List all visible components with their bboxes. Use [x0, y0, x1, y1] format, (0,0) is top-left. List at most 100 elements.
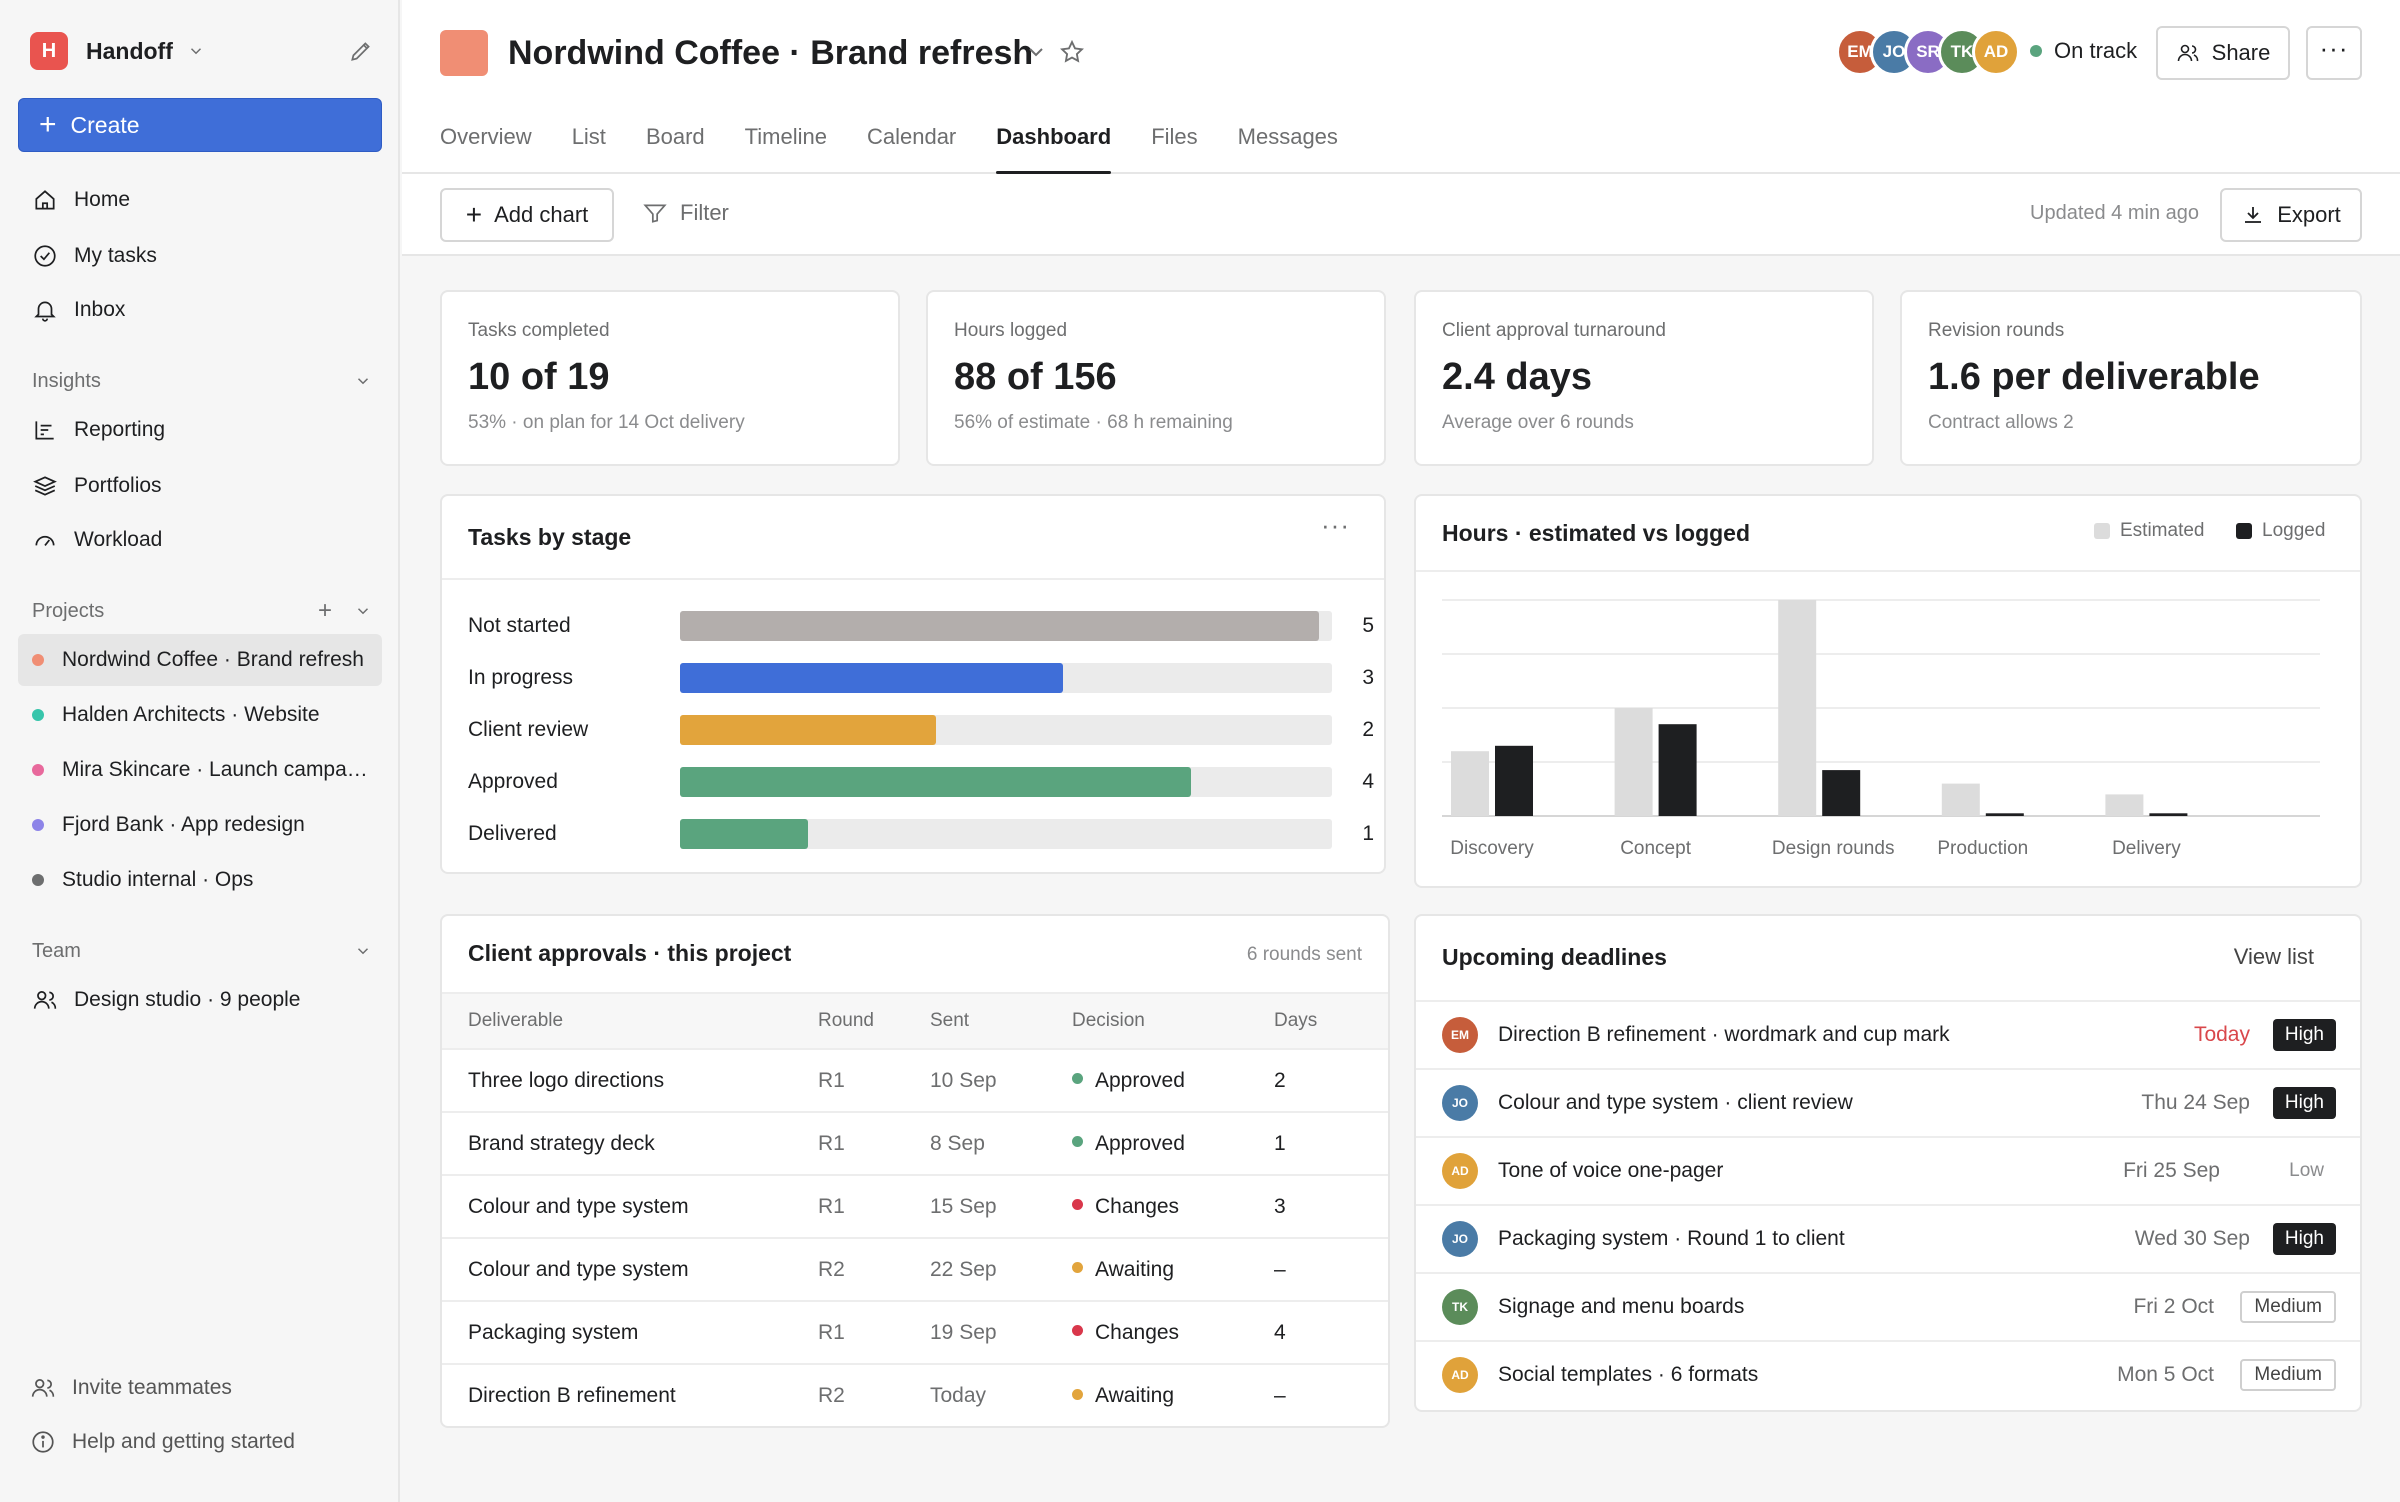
decision-cell: Awaiting	[1072, 1238, 1274, 1302]
nav-item-workload[interactable]: Workload	[18, 514, 382, 566]
workspace-switcher[interactable]: H Handoff	[30, 28, 374, 74]
decision-cell: Approved	[1072, 1112, 1274, 1176]
avatar: JO	[1442, 1085, 1478, 1121]
home-icon	[35, 190, 55, 210]
priority-badge: Medium	[2240, 1359, 2336, 1391]
table-row[interactable]: Direction B refinement R2 Today Awaiting –	[442, 1364, 1388, 1426]
project-color-dot	[32, 654, 44, 666]
table-row[interactable]: Packaging system R1 19 Sep Changes 4	[442, 1301, 1388, 1365]
deadline-row[interactable]: JO Colour and type system · client review…	[1416, 1068, 2360, 1136]
team-item[interactable]: Design studio · 9 people	[18, 974, 382, 1026]
decision-label: Changes	[1095, 1320, 1180, 1344]
nav-label: Inbox	[74, 298, 126, 321]
sidebar-project-item[interactable]: Studio internal · Ops	[18, 854, 382, 906]
deadline-task: Social templates · 6 formats	[1498, 1363, 1759, 1386]
stat-label: Client approval turnaround	[1442, 320, 1666, 341]
stage-bar-fill	[680, 715, 936, 745]
deadline-row[interactable]: AD Tone of voice one-pager Fri 25 Sep Low	[1416, 1136, 2360, 1204]
stat-value: 10 of 19	[468, 356, 610, 398]
stage-row: In progress 3	[468, 660, 1374, 696]
table-row[interactable]: Brand strategy deck R1 8 Sep Approved 1	[442, 1112, 1388, 1176]
chevron-down-icon	[190, 48, 201, 55]
tab-dashboard[interactable]: Dashboard	[996, 120, 1111, 174]
tab-overview[interactable]: Overview	[440, 124, 532, 149]
table-row[interactable]: Colour and type system R1 15 Sep Changes 3	[442, 1175, 1388, 1239]
nav-item-home[interactable]: Home	[18, 174, 382, 226]
sidebar-project-item[interactable]: Fjord Bank · App redesign	[18, 799, 382, 851]
stat-label: Revision rounds	[1928, 320, 2065, 341]
table-row[interactable]: Colour and type system R2 22 Sep Awaiting –	[442, 1238, 1388, 1302]
avatar: AD	[1972, 28, 2020, 76]
deadline-row[interactable]: TK Signage and menu boards Fri 2 Oct Medium	[1416, 1272, 2360, 1340]
nav-item-portfolios[interactable]: Portfolios	[18, 460, 382, 512]
tab-list[interactable]: List	[571, 124, 606, 149]
projects-header[interactable]: Projects +	[32, 596, 372, 626]
deadline-task: Packaging system · Round 1 to client	[1498, 1227, 1845, 1250]
insights-header[interactable]: Insights	[32, 366, 372, 396]
stat-value: 2.4 days	[1442, 356, 1592, 398]
nav-item-reporting[interactable]: Reporting	[18, 404, 382, 456]
nav-item-inbox[interactable]: Inbox	[18, 284, 382, 336]
legend-label: Logged	[2262, 520, 2326, 541]
tab-calendar[interactable]: Calendar	[866, 124, 957, 149]
days-cell: –	[1274, 1384, 1286, 1407]
sidebar-project-item[interactable]: Halden Architects · Website	[18, 689, 382, 741]
deliverable-cell: Brand strategy deck	[442, 1112, 818, 1176]
star-icon[interactable]	[1058, 38, 1086, 66]
member-avatars[interactable]: EM JO SR TK AD	[1836, 28, 2020, 76]
stage-label: In progress	[468, 666, 574, 689]
tab-messages[interactable]: Messages	[1237, 124, 1338, 149]
deadline-row[interactable]: JO Packaging system · Round 1 to client We…	[1416, 1204, 2360, 1272]
legend-swatch	[2236, 523, 2252, 539]
tab-timeline[interactable]: Timeline	[744, 124, 827, 149]
sent-cell: Today	[930, 1384, 987, 1407]
invite-teammates[interactable]: Invite teammates	[30, 1368, 232, 1408]
status-label: On track	[2054, 38, 2138, 63]
share-button[interactable]: Share	[2156, 26, 2290, 80]
add-chart-button[interactable]: + Add chart	[440, 188, 614, 242]
deadline-date: Mon 5 Oct	[2117, 1363, 2214, 1386]
stage-bar-fill	[680, 819, 808, 849]
updated-timestamp: Updated 4 min ago	[2030, 202, 2200, 224]
more-options-button[interactable]: ···	[2306, 26, 2362, 80]
nav-label: Home	[74, 188, 131, 211]
sidebar: H Handoff + Create Home My tasks Inbox I…	[0, 0, 400, 1502]
filter-icon	[643, 204, 667, 223]
stat-subtext: 53% · on plan for 14 Oct delivery	[468, 412, 745, 433]
team-header[interactable]: Team	[32, 936, 372, 966]
stat-card-tasks-completed: Tasks completed 10 of 19 53% · on plan f…	[440, 290, 900, 466]
help-link[interactable]: Help and getting started	[30, 1422, 295, 1462]
days-cell: 3	[1274, 1175, 1388, 1239]
round-cell: R1	[818, 1301, 930, 1365]
create-button[interactable]: + Create	[18, 98, 382, 152]
bar-logged-concept	[1658, 724, 1697, 816]
deadline-task: Direction B refinement · wordmark and cu…	[1498, 1023, 1950, 1046]
filter-button[interactable]: Filter	[642, 200, 729, 226]
help-label: Help and getting started	[72, 1430, 295, 1453]
hours-bar-chart: Discovery Concept Design rounds Production D…	[1442, 599, 2320, 859]
deadline-date: Thu 24 Sep	[2141, 1091, 2250, 1114]
chevron-down-icon[interactable]	[1024, 40, 1048, 64]
stage-bar-track	[680, 611, 1332, 641]
status-badge[interactable]: On track	[2030, 38, 2137, 64]
decision-cell: Changes	[1072, 1301, 1274, 1365]
deadline-row[interactable]: AD Social templates · 6 formats Mon 5 Oct M…	[1416, 1340, 2360, 1408]
nav-item-my-tasks[interactable]: My tasks	[18, 230, 382, 282]
export-button[interactable]: Export	[2220, 188, 2362, 242]
deadline-date: Fri 2 Oct	[2133, 1295, 2214, 1318]
stage-count: 3	[1362, 666, 1374, 689]
column-header: Round	[818, 992, 930, 1050]
sidebar-project-item[interactable]: Mira Skincare · Launch campaign	[18, 744, 382, 796]
edit-icon[interactable]	[348, 38, 374, 64]
table-row[interactable]: Three logo directions R1 10 Sep Approved 2	[442, 1049, 1388, 1113]
view-list-link[interactable]: View list	[2233, 944, 2314, 969]
deadline-row[interactable]: EM Direction B refinement · wordmark and …	[1416, 1000, 2360, 1068]
sidebar-project-item[interactable]: Nordwind Coffee · Brand refresh	[18, 634, 382, 686]
tab-files[interactable]: Files	[1151, 124, 1198, 149]
divider	[442, 578, 1384, 580]
tab-board[interactable]: Board	[645, 124, 705, 149]
add-project-icon[interactable]: +	[317, 597, 332, 624]
decision-cell: Awaiting	[1072, 1364, 1274, 1426]
check-circle-icon	[34, 245, 56, 267]
card-menu-button[interactable]: ···	[1321, 510, 1350, 540]
